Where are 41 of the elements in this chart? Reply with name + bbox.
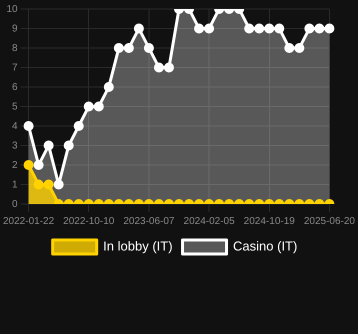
- point: [134, 24, 144, 34]
- point: [314, 24, 324, 34]
- point: [254, 24, 264, 34]
- point: [284, 43, 294, 53]
- point: [124, 43, 134, 53]
- x-tick-label: 2022-01-22: [3, 216, 55, 227]
- x-tick-label: 2025-06-20: [304, 216, 356, 227]
- point: [114, 43, 124, 53]
- y-tick-label: 9: [12, 23, 18, 34]
- point: [74, 121, 84, 131]
- point: [294, 43, 304, 53]
- legend-label: In lobby (IT): [103, 238, 173, 254]
- point: [104, 82, 114, 92]
- y-tick-label: 4: [12, 120, 18, 132]
- x-tick-label: 2024-10-19: [244, 216, 296, 227]
- legend-label: Casino (IT): [233, 238, 298, 254]
- y-tick-label: 8: [12, 42, 18, 54]
- point: [324, 24, 334, 34]
- point: [244, 24, 254, 34]
- y-tick-label: 2: [12, 160, 18, 171]
- point: [144, 43, 154, 53]
- point: [84, 102, 94, 112]
- point: [154, 62, 164, 72]
- point: [24, 121, 34, 131]
- point: [94, 102, 104, 112]
- x-tick-label: 2023-06-07: [123, 216, 175, 227]
- point: [264, 24, 274, 34]
- y-tick-label: 5: [12, 101, 18, 112]
- point: [274, 24, 284, 34]
- point: [194, 24, 204, 34]
- point: [164, 62, 174, 72]
- y-tick-label: 0: [12, 198, 18, 210]
- x-tick-label: 2024-02-05: [184, 216, 236, 227]
- point: [204, 24, 214, 34]
- y-tick-label: 3: [12, 140, 18, 152]
- y-tick-label: 1: [12, 179, 18, 190]
- point: [304, 24, 314, 34]
- x-tick-label: 2022-10-10: [63, 216, 115, 227]
- y-tick-label: 10: [6, 4, 18, 15]
- y-tick-label: 7: [12, 62, 18, 74]
- y-tick-label: 6: [12, 82, 18, 93]
